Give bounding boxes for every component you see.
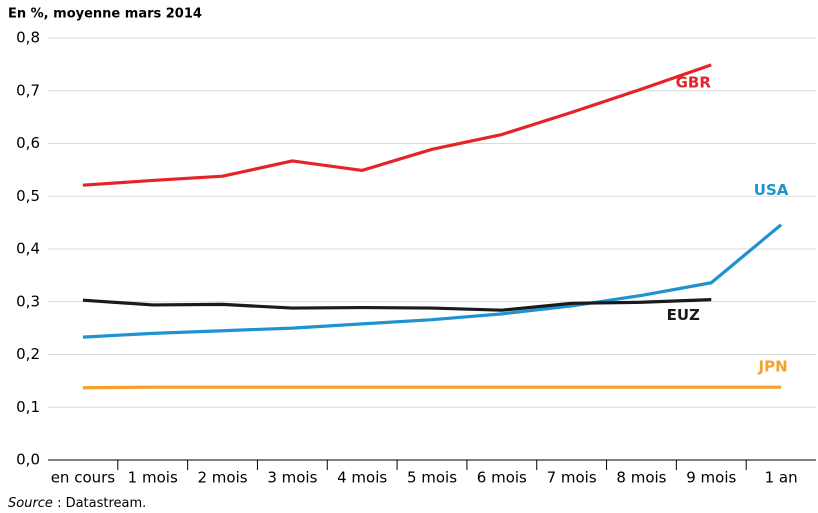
x-tick-label: 2 mois	[197, 469, 247, 487]
x-tick-label: 1 mois	[128, 469, 178, 487]
x-tick-label: 4 mois	[337, 469, 387, 487]
y-tick-label: 0,7	[16, 81, 40, 99]
series-label: JPN	[758, 358, 788, 376]
y-tick-label: 0,3	[16, 292, 40, 310]
x-tick-label: 7 mois	[547, 469, 597, 487]
x-tick-label: 6 mois	[477, 469, 527, 487]
source-label: Source	[8, 496, 53, 511]
series-label: USA	[754, 181, 789, 199]
series-line	[82, 63, 712, 187]
x-tick-label: 8 mois	[616, 469, 666, 487]
x-tick-label: en cours	[51, 469, 116, 487]
source: Source : Datastream.	[8, 496, 146, 511]
y-tick-label: 0,5	[16, 187, 40, 205]
chart-title: En %, moyenne mars 2014	[8, 7, 202, 22]
source-text: : Datastream.	[53, 496, 146, 511]
x-tick-label: 1 an	[765, 469, 798, 487]
series-line	[82, 385, 782, 390]
y-tick-label: 0,6	[16, 134, 40, 152]
x-tick-label: 5 mois	[407, 469, 457, 487]
y-tick-label: 0,2	[16, 345, 40, 363]
x-tick-label: 3 mois	[267, 469, 317, 487]
y-tick-label: 0,8	[16, 29, 40, 47]
y-tick-label: 0,4	[16, 240, 40, 258]
y-tick-label: 0,0	[16, 451, 40, 469]
series-line	[82, 223, 783, 339]
series-line	[82, 298, 712, 312]
series-label: EUZ	[667, 306, 700, 324]
y-tick-label: 0,1	[16, 398, 40, 416]
series-label: GBR	[676, 73, 712, 91]
x-tick-label: 9 mois	[686, 469, 736, 487]
